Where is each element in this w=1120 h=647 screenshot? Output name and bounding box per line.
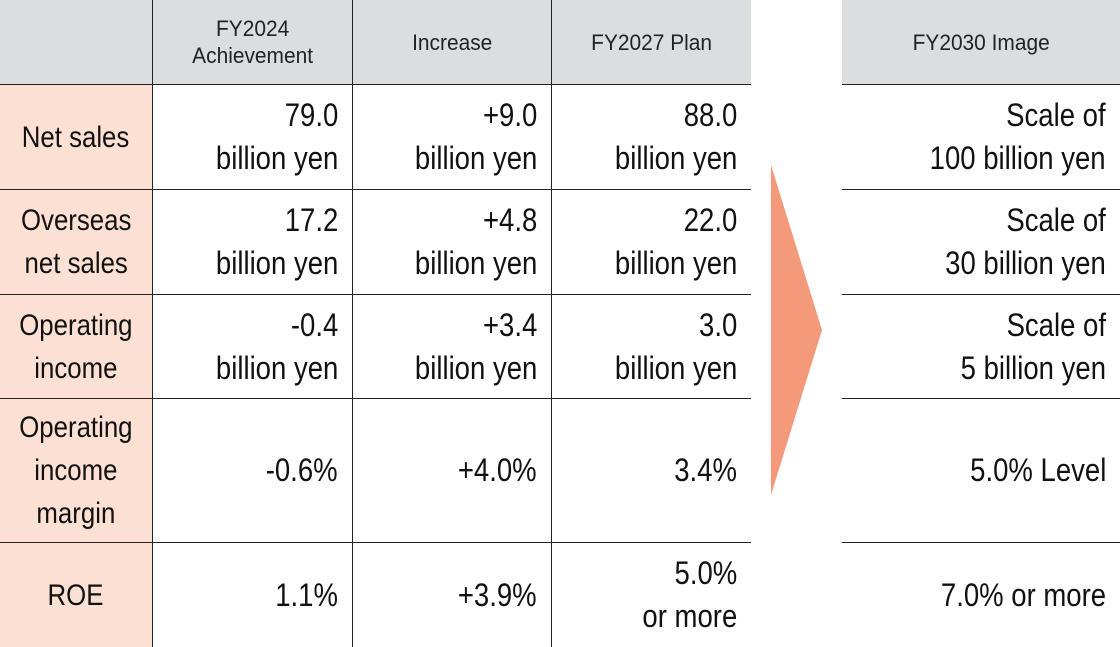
header-col4-text: FY2030 Image	[912, 29, 1050, 55]
header-col1-text: FY2024 Achievement	[192, 16, 313, 68]
cell-fy2030-text: Scale of 100 billion yen	[930, 97, 1106, 176]
cell-increase-text: +4.8 billion yen	[414, 202, 537, 281]
header-corner	[0, 0, 152, 85]
cell-fy2027-text: 88.0 billion yen	[614, 97, 737, 176]
cell-fy2027: 3.0 billion yen	[551, 295, 751, 399]
cell-increase: +4.0%	[352, 399, 551, 543]
row-label-text: ROE	[48, 578, 104, 612]
cell-fy2027: 88.0 billion yen	[551, 85, 751, 190]
cell-fy2027: 3.4%	[551, 399, 751, 543]
cell-increase-text: +3.9%	[458, 576, 537, 613]
header-col2-text: Increase	[411, 29, 493, 55]
header-col1: FY2024 Achievement	[152, 0, 352, 85]
cell-increase: +9.0 billion yen	[352, 85, 551, 190]
header-col3: FY2027 Plan	[551, 0, 751, 85]
cell-fy2027-text: 3.4%	[674, 452, 737, 488]
cell-fy2024: 1.1%	[152, 543, 352, 647]
cell-fy2030: Scale of 30 billion yen	[842, 190, 1120, 295]
cell-increase: +3.9%	[352, 543, 551, 647]
row-label: Operating income	[0, 295, 152, 399]
cell-fy2030-text: 7.0% or more	[940, 576, 1106, 613]
cell-fy2027: 22.0 billion yen	[551, 190, 751, 295]
cell-fy2024-text: -0.4 billion yen	[215, 306, 338, 386]
row-label-text: Operating income	[19, 308, 133, 385]
cell-fy2024: 17.2 billion yen	[152, 190, 352, 295]
cell-increase: +4.8 billion yen	[352, 190, 551, 295]
cell-fy2027-text: 5.0% or more	[642, 555, 737, 634]
cell-fy2027-text: 22.0 billion yen	[614, 202, 737, 281]
cell-increase-text: +9.0 billion yen	[414, 97, 537, 176]
cell-increase-text: +4.0%	[458, 452, 537, 488]
cell-fy2024: -0.6%	[152, 399, 352, 543]
cell-fy2030: Scale of 5 billion yen	[842, 295, 1120, 399]
cell-fy2024-text: -0.6%	[266, 452, 338, 488]
row-label: Overseas net sales	[0, 190, 152, 295]
cell-fy2030: 5.0% Level	[842, 399, 1120, 543]
cell-fy2030-text: Scale of 30 billion yen	[945, 202, 1106, 281]
row-label: Operating income margin	[0, 399, 152, 543]
cell-fy2030: 7.0% or more	[842, 543, 1120, 647]
cell-fy2024-text: 1.1%	[275, 576, 338, 613]
cell-fy2024: 79.0 billion yen	[152, 85, 352, 190]
header-col3-text: FY2027 Plan	[591, 29, 712, 55]
row-label-text: Net sales	[22, 120, 130, 154]
header-col2: Increase	[352, 0, 551, 85]
right-arrow-icon	[771, 165, 822, 495]
cell-fy2030-text: 5.0% Level	[969, 452, 1106, 488]
cell-increase-text: +3.4 billion yen	[414, 306, 537, 386]
cell-fy2024-text: 79.0 billion yen	[215, 97, 338, 176]
cell-fy2027-text: 3.0 billion yen	[614, 306, 737, 386]
row-label: ROE	[0, 543, 152, 647]
cell-increase: +3.4 billion yen	[352, 295, 551, 399]
cell-fy2027: 5.0% or more	[551, 543, 751, 647]
row-label: Net sales	[0, 85, 152, 190]
cell-fy2030: Scale of 100 billion yen	[842, 85, 1120, 190]
cell-fy2030-text: Scale of 5 billion yen	[960, 306, 1106, 386]
row-label-text: Overseas net sales	[20, 204, 132, 280]
cell-fy2024: -0.4 billion yen	[152, 295, 352, 399]
row-label-text: Operating income margin	[19, 411, 133, 530]
cell-fy2024-text: 17.2 billion yen	[215, 202, 338, 281]
header-col4: FY2030 Image	[842, 0, 1120, 85]
